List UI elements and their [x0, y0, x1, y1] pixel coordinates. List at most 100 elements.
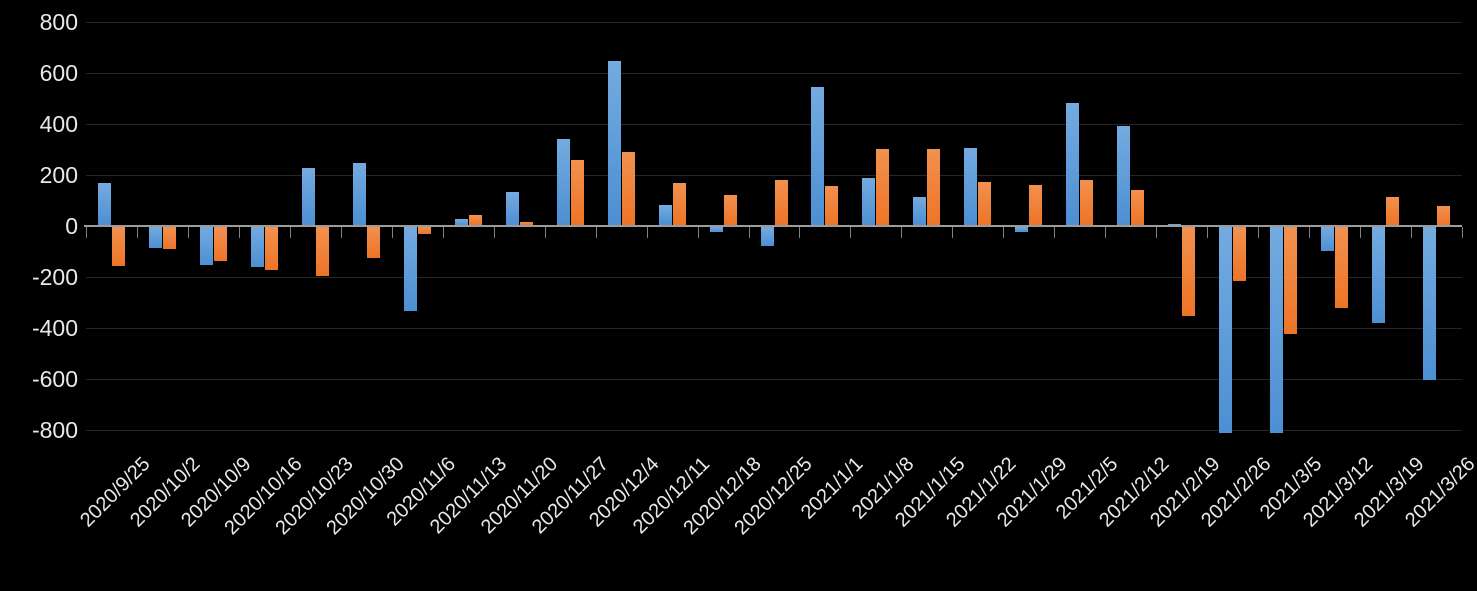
x-axis-tick	[544, 227, 546, 238]
x-axis-tick	[952, 227, 954, 238]
x-axis-tick	[238, 227, 240, 238]
bar-blue	[760, 226, 774, 246]
bar-blue	[1219, 226, 1233, 434]
y-gridline	[86, 276, 1462, 278]
bar-orange	[1386, 197, 1400, 226]
x-axis-tick	[1462, 227, 1463, 238]
x-axis-tick	[595, 227, 597, 238]
x-axis-tick	[1411, 227, 1413, 238]
bar-orange	[1029, 184, 1043, 226]
bar-blue	[403, 226, 417, 311]
bar-orange	[570, 160, 584, 226]
bar-orange	[1131, 189, 1145, 226]
bar-orange	[876, 149, 890, 226]
bar-blue	[352, 163, 366, 226]
y-axis-tick-label: 0	[65, 212, 78, 239]
x-axis-tick	[136, 227, 138, 238]
bar-blue	[1321, 226, 1335, 251]
bar-orange	[1335, 226, 1349, 309]
x-axis-tick	[442, 227, 444, 238]
y-axis-tick-label: -800	[31, 416, 78, 443]
bar-orange	[111, 226, 125, 267]
bar-orange	[315, 226, 329, 277]
y-axis-tick-label: 200	[39, 161, 78, 188]
bar-orange	[1437, 206, 1451, 226]
x-axis-tick	[493, 227, 495, 238]
y-gridline	[86, 174, 1462, 176]
x-axis-tick	[901, 227, 903, 238]
bar-blue	[1372, 226, 1386, 324]
bar-orange	[162, 226, 176, 250]
x-axis-tick	[850, 227, 852, 238]
x-axis-tick	[86, 227, 87, 238]
bar-blue	[556, 138, 570, 226]
bar-orange	[468, 215, 482, 226]
bar-orange	[417, 226, 431, 235]
x-axis-tick	[1105, 227, 1107, 238]
bar-blue	[1423, 226, 1437, 380]
y-axis-tick-label: 400	[39, 110, 78, 137]
x-axis-tick	[1309, 227, 1311, 238]
bar-orange	[621, 151, 635, 226]
bar-blue	[454, 219, 468, 226]
bar-blue	[250, 226, 264, 268]
bar-orange	[774, 179, 788, 226]
bar-blue	[1168, 224, 1182, 226]
x-axis-tick	[289, 227, 291, 238]
x-axis-tick	[646, 227, 648, 238]
bar-blue	[913, 197, 927, 226]
bar-orange	[1182, 226, 1196, 316]
x-axis-tick	[1207, 227, 1209, 238]
bar-orange	[672, 183, 686, 226]
bar-blue	[148, 226, 162, 249]
bar-blue	[1066, 103, 1080, 226]
bar-orange	[366, 226, 380, 259]
x-axis-line	[84, 225, 1462, 227]
x-axis-tick	[340, 227, 342, 238]
x-axis-tick	[1360, 227, 1362, 238]
bar-orange	[213, 226, 227, 261]
bar-orange	[1284, 226, 1298, 334]
y-axis-tick-label: 800	[39, 8, 78, 35]
bar-orange	[978, 182, 992, 226]
y-axis-tick-label: -200	[31, 263, 78, 290]
bar-orange	[927, 149, 941, 226]
bar-orange	[519, 221, 533, 226]
bar-orange	[723, 194, 737, 226]
bar-blue	[709, 226, 723, 232]
y-axis-tick-label: 600	[39, 59, 78, 86]
y-gridline	[86, 21, 1462, 23]
x-axis-tick	[799, 227, 801, 238]
bar-orange	[1233, 226, 1247, 282]
y-gridline	[86, 72, 1462, 74]
bar-blue	[301, 168, 315, 226]
x-axis-tick	[1156, 227, 1158, 238]
x-axis-tick	[748, 227, 750, 238]
bar-blue	[505, 192, 519, 226]
y-gridline	[86, 429, 1462, 431]
y-axis-tick-label: -400	[31, 314, 78, 341]
bar-blue	[658, 205, 672, 226]
bar-orange	[264, 226, 278, 270]
x-axis-tick	[1054, 227, 1056, 238]
bar-blue	[199, 226, 213, 265]
bar-blue	[862, 178, 876, 226]
x-axis-tick	[1003, 227, 1005, 238]
y-gridline	[86, 327, 1462, 329]
bar-blue	[1015, 226, 1029, 232]
bar-blue	[964, 147, 978, 226]
y-gridline	[86, 123, 1462, 125]
bar-blue	[607, 61, 621, 226]
y-gridline	[86, 378, 1462, 380]
x-axis-tick	[697, 227, 699, 238]
bar-blue	[811, 86, 825, 226]
x-axis-tick	[187, 227, 189, 238]
bar-orange	[1080, 179, 1094, 226]
bar-blue	[1117, 126, 1131, 226]
bar-blue	[97, 183, 111, 226]
y-axis-tick-label: -600	[31, 365, 78, 392]
bar-orange	[825, 185, 839, 226]
bar-blue	[1270, 226, 1284, 434]
